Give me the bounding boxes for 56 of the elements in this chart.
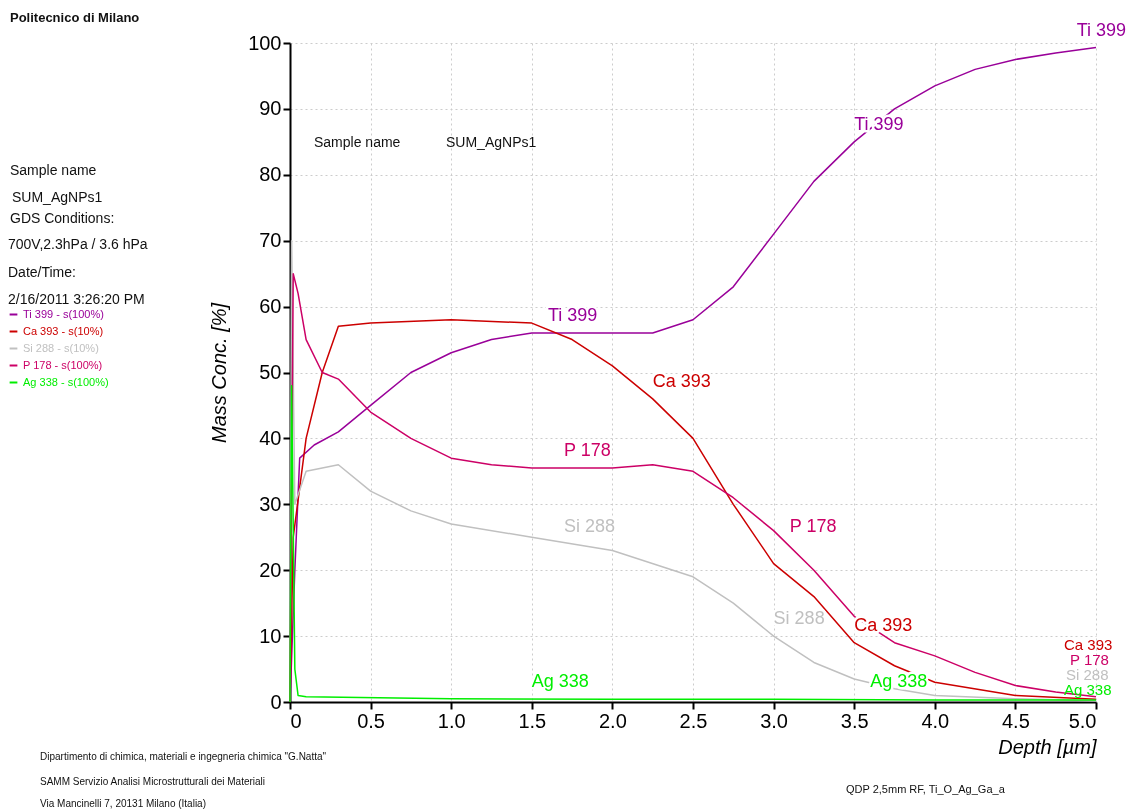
x-tick-label: 2.0 — [598, 709, 627, 732]
annotation: Si 288 — [773, 608, 825, 629]
x-tick-label: 5.0 — [1068, 709, 1097, 732]
annotation: Ca 393 — [1064, 636, 1113, 653]
annotation: Ti 399 — [1076, 19, 1126, 40]
annotation: Ag 338 — [1064, 681, 1112, 698]
y-tick-label: 40 — [259, 426, 282, 449]
y-tick-label: 80 — [259, 163, 282, 186]
annotation: SUM_AgNPs1 — [446, 134, 537, 150]
x-axis-title: Depth [µm] — [998, 735, 1097, 758]
x-tick-label: 3.0 — [760, 709, 789, 732]
annotation: Ti 399 — [854, 113, 904, 134]
x-tick-label: 2.5 — [679, 709, 708, 732]
x-tick-label: 4.0 — [921, 709, 950, 732]
y-tick-label: 60 — [259, 295, 282, 318]
legend-label: Ca 393 - s(10%) — [23, 324, 104, 337]
text: SAMM Servizio Analisi Microstrutturali dei Materiali — [40, 776, 266, 787]
text: Politecnico di Milano — [10, 10, 140, 25]
x-tick-label: 0.5 — [357, 709, 386, 732]
y-tick-label: 50 — [259, 361, 282, 383]
legend-label: Ag 338 - s(100%) — [23, 375, 109, 388]
legend-label: P 178 - s(100%) — [23, 358, 103, 371]
text: QDP 2,5mm RF, Ti_O_Ag_Ga_a — [846, 783, 1005, 795]
text: Sample name — [10, 162, 97, 178]
annotation: P 178 — [1070, 651, 1109, 668]
text: Date/Time: — [8, 264, 76, 280]
y-tick-label: 90 — [259, 97, 282, 120]
annotation: Sample name — [314, 134, 401, 150]
y-tick-label: 10 — [259, 624, 282, 647]
annotation: Ti 399 — [547, 304, 598, 325]
legend-label: Ti 399 - s(100%) — [23, 307, 104, 320]
text: Dipartimento di chimica, materiali e ingegneria chimica "G.Natta" — [40, 751, 327, 762]
x-tick-label: 1.0 — [437, 709, 466, 732]
annotation: P 178 — [564, 440, 611, 461]
text: GDS Conditions: — [10, 210, 115, 226]
annotation: Ca 393 — [652, 370, 711, 391]
y-tick-label: 0 — [270, 690, 282, 713]
annotation: Si 288 — [564, 515, 616, 536]
annotation: Si 288 — [1066, 666, 1109, 683]
y-axis-title: Mass Conc. [%] — [208, 302, 231, 444]
text: 700V,2.3hPa / 3.6 hPa — [8, 236, 148, 252]
x-tick-label: 0 — [290, 709, 302, 732]
text: 2/16/2011 3:26:20 PM — [8, 291, 145, 307]
x-tick-label: 1.5 — [518, 709, 547, 732]
y-tick-label: 100 — [248, 31, 282, 54]
y-tick-label: 30 — [259, 492, 282, 515]
x-tick-label: 3.5 — [840, 709, 869, 732]
annotation: P 178 — [789, 515, 837, 536]
x-tick-label: 4.5 — [1001, 709, 1030, 732]
y-tick-label: 70 — [259, 229, 282, 252]
annotation: Ag 338 — [531, 670, 589, 691]
legend-label: Si 288 - s(10%) — [23, 341, 99, 354]
text: SUM_AgNPs1 — [12, 189, 103, 205]
y-tick-label: 20 — [259, 558, 282, 581]
text: Via Mancinelli 7, 20131 Milano (Italia) — [40, 798, 207, 809]
annotation: Ag 338 — [870, 671, 928, 692]
